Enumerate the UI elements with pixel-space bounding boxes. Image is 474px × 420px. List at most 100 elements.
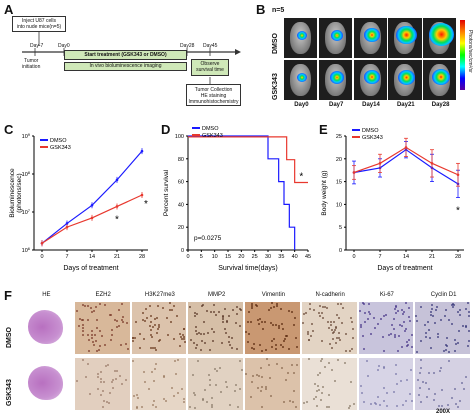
cell-nucleus (224, 328, 227, 331)
cell-nucleus (159, 339, 162, 342)
cell-nucleus (260, 321, 263, 324)
cell-nucleus (172, 338, 175, 341)
cell-nucleus (108, 391, 111, 394)
cell-nucleus (251, 303, 254, 306)
cell-nucleus (230, 347, 233, 350)
cell-nucleus (113, 370, 116, 373)
imaging-cell (353, 60, 387, 100)
cell-nucleus (395, 304, 398, 307)
cell-nucleus (316, 373, 319, 376)
cell-nucleus (272, 306, 275, 309)
survival-curve-gsk343 (188, 136, 308, 184)
cell-nucleus (193, 341, 196, 344)
cell-nucleus (96, 376, 99, 379)
cell-nucleus (86, 333, 89, 336)
cell-nucleus (265, 358, 268, 361)
cell-nucleus (149, 314, 152, 317)
cell-nucleus (378, 365, 381, 368)
cell-nucleus (359, 310, 362, 313)
data-point (115, 205, 119, 208)
bioluminescence-signal (296, 72, 308, 83)
x-tick-label: 0 (40, 254, 43, 260)
cell-nucleus (82, 358, 85, 361)
cell-nucleus (406, 379, 409, 382)
cell-nucleus (367, 375, 370, 378)
y-tick-label: 106 (22, 246, 31, 254)
data-point (140, 149, 144, 153)
cell-nucleus (144, 308, 147, 311)
cell-nucleus (229, 404, 232, 406)
cell-nucleus (210, 405, 213, 408)
legend-label: GSK343 (50, 145, 71, 151)
y-tick-label: 0 (181, 248, 184, 254)
cell-nucleus (142, 312, 145, 315)
cell-nucleus (109, 339, 112, 342)
cell-nucleus (404, 330, 407, 333)
cell-nucleus (360, 323, 363, 326)
y-tick-label: 100 (175, 134, 184, 140)
cell-nucleus (319, 372, 322, 375)
cell-nucleus (273, 338, 275, 341)
cell-nucleus (150, 346, 153, 349)
cell-nucleus (158, 326, 161, 329)
cell-nucleus (211, 327, 214, 330)
cell-nucleus (102, 390, 105, 393)
asterisk: * (299, 171, 303, 182)
cell-nucleus (221, 321, 224, 324)
f-row-label-dmso: DMSO (6, 327, 13, 348)
cell-nucleus (225, 381, 228, 384)
ihc-column-title: H3K27me3 (144, 292, 175, 298)
cell-nucleus (176, 315, 179, 318)
cell-nucleus (415, 350, 418, 353)
cell-nucleus (203, 333, 206, 336)
cell-nucleus (154, 367, 157, 370)
cell-nucleus (333, 320, 336, 323)
cell-nucleus (307, 339, 310, 342)
data-point (352, 171, 356, 174)
cell-nucleus (335, 314, 338, 317)
cell-nucleus (209, 311, 212, 314)
cell-nucleus (265, 386, 268, 389)
cell-nucleus (397, 334, 400, 337)
cell-nucleus (118, 308, 121, 311)
cell-nucleus (282, 339, 285, 342)
panel-a: Inject U87 cells into nude mice(n=5) Day… (0, 0, 242, 110)
imaging-day-label: Day14 (362, 102, 380, 108)
cell-nucleus (438, 404, 441, 407)
cell-nucleus (92, 310, 95, 313)
cell-nucleus (112, 378, 115, 381)
cell-nucleus (102, 400, 105, 403)
cell-nucleus (142, 371, 145, 374)
cell-nucleus (220, 341, 223, 344)
cell-nucleus (208, 349, 211, 352)
cell-nucleus (174, 359, 177, 362)
cell-nucleus (418, 386, 421, 389)
cell-nucleus (91, 311, 94, 314)
cell-nucleus (228, 315, 231, 318)
cell-nucleus (313, 397, 316, 400)
x-tick-label: 14 (403, 254, 409, 260)
cell-nucleus (226, 385, 229, 388)
x-tick-label: 21 (429, 254, 435, 260)
cell-nucleus (397, 310, 400, 313)
cell-nucleus (291, 364, 294, 367)
cell-nucleus (313, 382, 316, 385)
cell-nucleus (423, 324, 426, 327)
cell-nucleus (270, 302, 273, 305)
cell-nucleus (411, 333, 414, 336)
cell-nucleus (228, 340, 231, 343)
cell-nucleus (319, 359, 322, 362)
he-section-image (18, 358, 73, 410)
cell-nucleus (270, 395, 273, 398)
ihc-column-title: Ki-67 (379, 292, 394, 298)
cell-nucleus (131, 337, 134, 340)
timeline-arrowhead (235, 49, 241, 55)
cell-nucleus (86, 304, 89, 307)
cell-nucleus (260, 386, 263, 389)
cell-nucleus (392, 318, 395, 321)
cell-nucleus (334, 327, 337, 330)
cell-nucleus (257, 387, 260, 390)
x-tick-label: 15 (225, 254, 231, 260)
cell-nucleus (353, 402, 356, 405)
data-point (140, 193, 144, 197)
